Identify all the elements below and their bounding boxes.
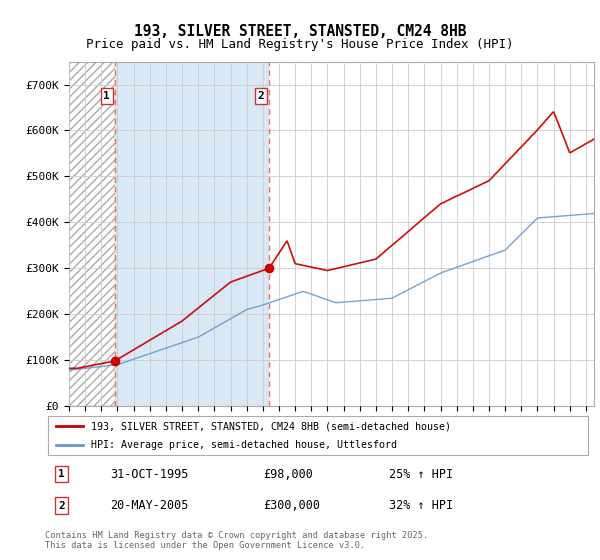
Text: 32% ↑ HPI: 32% ↑ HPI xyxy=(389,499,453,512)
Text: 1: 1 xyxy=(58,469,65,479)
FancyBboxPatch shape xyxy=(48,416,588,455)
Bar xyxy=(69,62,115,406)
Text: 193, SILVER STREET, STANSTED, CM24 8HB: 193, SILVER STREET, STANSTED, CM24 8HB xyxy=(134,24,466,39)
Text: 31-OCT-1995: 31-OCT-1995 xyxy=(110,468,189,480)
Text: 193, SILVER STREET, STANSTED, CM24 8HB (semi-detached house): 193, SILVER STREET, STANSTED, CM24 8HB (… xyxy=(91,421,451,431)
Text: £300,000: £300,000 xyxy=(263,499,320,512)
Text: 1: 1 xyxy=(103,91,110,101)
Text: 25% ↑ HPI: 25% ↑ HPI xyxy=(389,468,453,480)
Text: Price paid vs. HM Land Registry's House Price Index (HPI): Price paid vs. HM Land Registry's House … xyxy=(86,38,514,51)
Text: £98,000: £98,000 xyxy=(263,468,313,480)
Bar xyxy=(115,62,269,406)
Text: Contains HM Land Registry data © Crown copyright and database right 2025.
This d: Contains HM Land Registry data © Crown c… xyxy=(45,531,428,550)
Text: 2: 2 xyxy=(58,501,65,511)
Text: HPI: Average price, semi-detached house, Uttlesford: HPI: Average price, semi-detached house,… xyxy=(91,440,397,450)
Text: 2: 2 xyxy=(257,91,264,101)
Text: 20-MAY-2005: 20-MAY-2005 xyxy=(110,499,189,512)
